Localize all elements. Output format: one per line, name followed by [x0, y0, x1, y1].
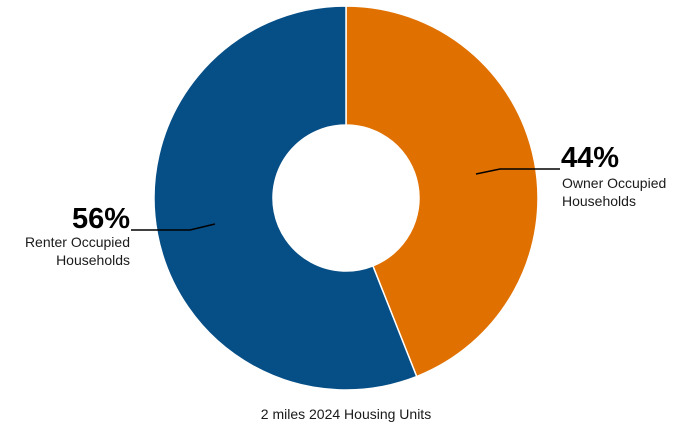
chart-caption: 2 miles 2024 Housing Units: [261, 406, 431, 422]
renter-leader-line: [131, 223, 216, 231]
owner-percent-label: 44%: [561, 142, 619, 174]
owner-leader-line: [475, 168, 560, 175]
owner-category-label-line1: Owner Occupied: [562, 175, 666, 191]
renter-category-label-line2: Households: [56, 252, 130, 268]
renter-category-label-line1: Renter Occupied: [25, 234, 130, 250]
renter-percent-label: 56%: [72, 203, 130, 235]
renter-occupied-slice: [153, 5, 418, 391]
owner-occupied-slice: [345, 5, 539, 378]
donut-slices: [153, 5, 539, 391]
owner-category-label-line2: Households: [562, 193, 636, 209]
